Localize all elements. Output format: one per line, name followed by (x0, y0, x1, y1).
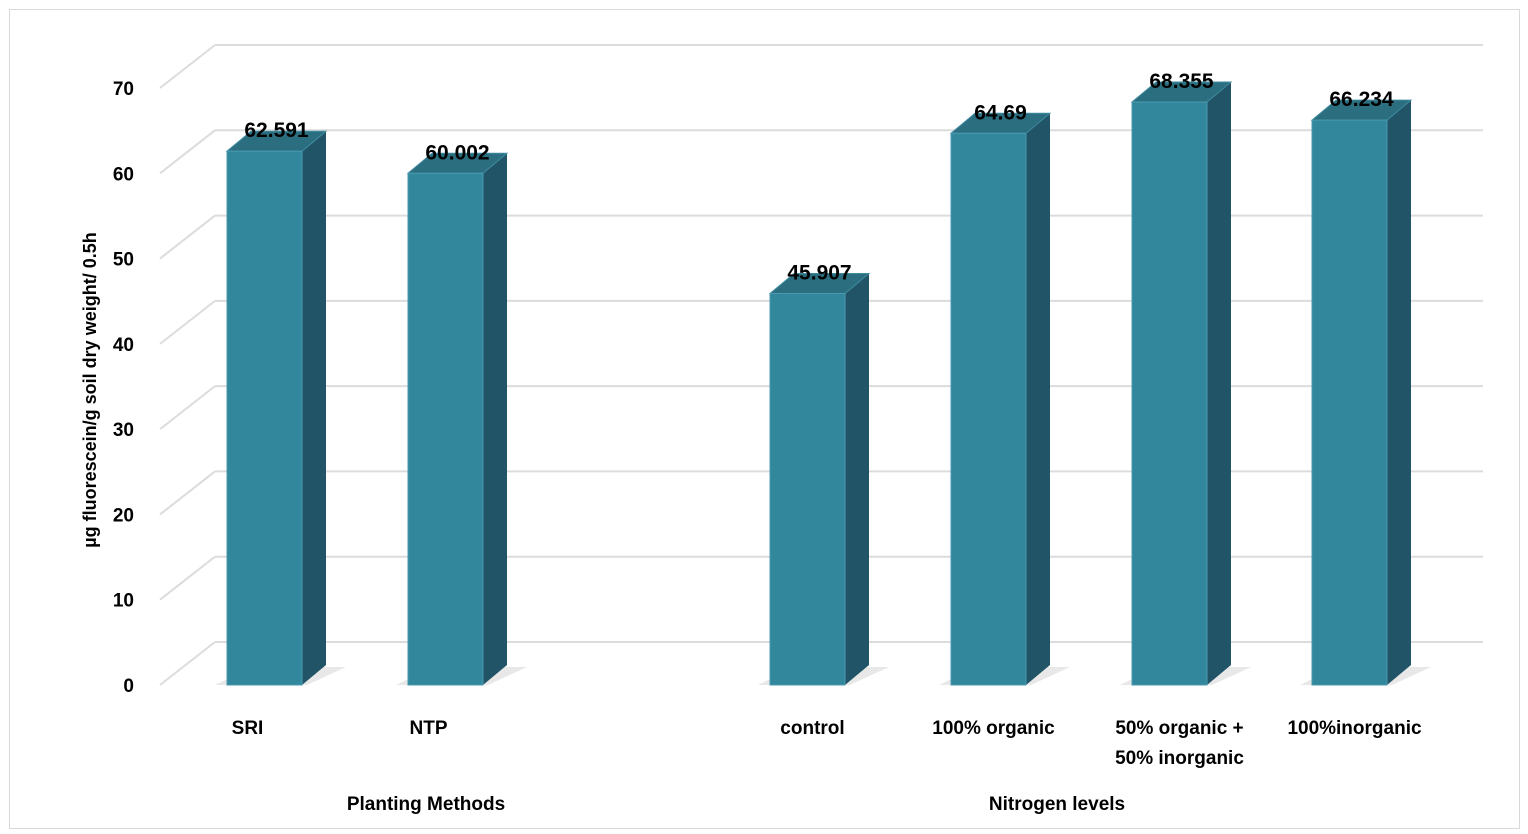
y-axis-ticks: 0 10 20 30 40 50 60 70 (113, 79, 134, 697)
gridline-diagonal (159, 470, 216, 516)
data-label: 62.591 (244, 119, 309, 142)
category-label-line: NTP (410, 718, 448, 739)
gridline-diagonal (159, 555, 216, 601)
data-labels: 62.591 60.002 45.907 64.69 68.355 66.234 (244, 70, 1394, 284)
category-label: SRI (232, 718, 264, 739)
category-label: 100% organic (932, 718, 1055, 739)
data-label: 64.69 (974, 101, 1027, 124)
gridline-diagonal (159, 641, 216, 686)
bar-side (845, 273, 869, 685)
gridline-diagonal (159, 385, 216, 430)
y-tick-label: 10 (113, 591, 134, 612)
gridline-diagonal (159, 300, 216, 345)
y-tick-label: 0 (123, 676, 134, 697)
bar (226, 150, 303, 686)
bar-side (1207, 82, 1231, 686)
data-label: 68.355 (1149, 70, 1214, 93)
group-label: Nitrogen levels (989, 794, 1125, 815)
data-label: 45.907 (787, 261, 851, 284)
y-tick-label: 70 (113, 79, 134, 100)
category-label: 50% organic + 50% inorganic (1115, 718, 1244, 769)
bars (215, 81, 1431, 686)
y-tick-label: 20 (113, 505, 134, 526)
category-label: NTP (410, 718, 448, 739)
gridline-diagonal (159, 44, 216, 89)
data-label: 60.002 (425, 141, 489, 164)
bar (769, 292, 846, 686)
category-label-line: 100%inorganic (1287, 718, 1422, 739)
category-label: control (780, 718, 844, 739)
y-tick-label: 60 (113, 164, 134, 185)
category-label-line: SRI (232, 718, 264, 739)
gridline-diagonal (159, 129, 216, 175)
category-label-line: 50% inorganic (1115, 748, 1244, 769)
data-label: 66.234 (1329, 88, 1394, 111)
category-label: 100%inorganic (1287, 718, 1422, 739)
bar-side (483, 153, 507, 685)
category-label-line: control (780, 718, 844, 739)
bar-side (1026, 113, 1050, 685)
bar (1311, 119, 1388, 686)
group-labels: Planting Methods Nitrogen levels (347, 794, 1125, 815)
group-label: Planting Methods (347, 794, 505, 815)
y-tick-label: 30 (113, 420, 134, 441)
bar (1131, 101, 1208, 686)
y-tick-label: 50 (113, 250, 134, 271)
y-tick-label: 40 (113, 335, 134, 356)
category-label-line: 100% organic (932, 718, 1055, 739)
y-axis-title: µg fluorescein/g soil dry weight/ 0.5h (80, 232, 100, 547)
gridline-diagonal (159, 214, 216, 260)
bar (950, 132, 1027, 686)
category-label-line: 50% organic + (1115, 718, 1243, 739)
bar-side (302, 131, 326, 686)
category-labels: SRI NTP control 100% organic 50% organic +50… (232, 718, 1422, 769)
bar-side (1387, 100, 1411, 686)
bar (407, 172, 484, 686)
